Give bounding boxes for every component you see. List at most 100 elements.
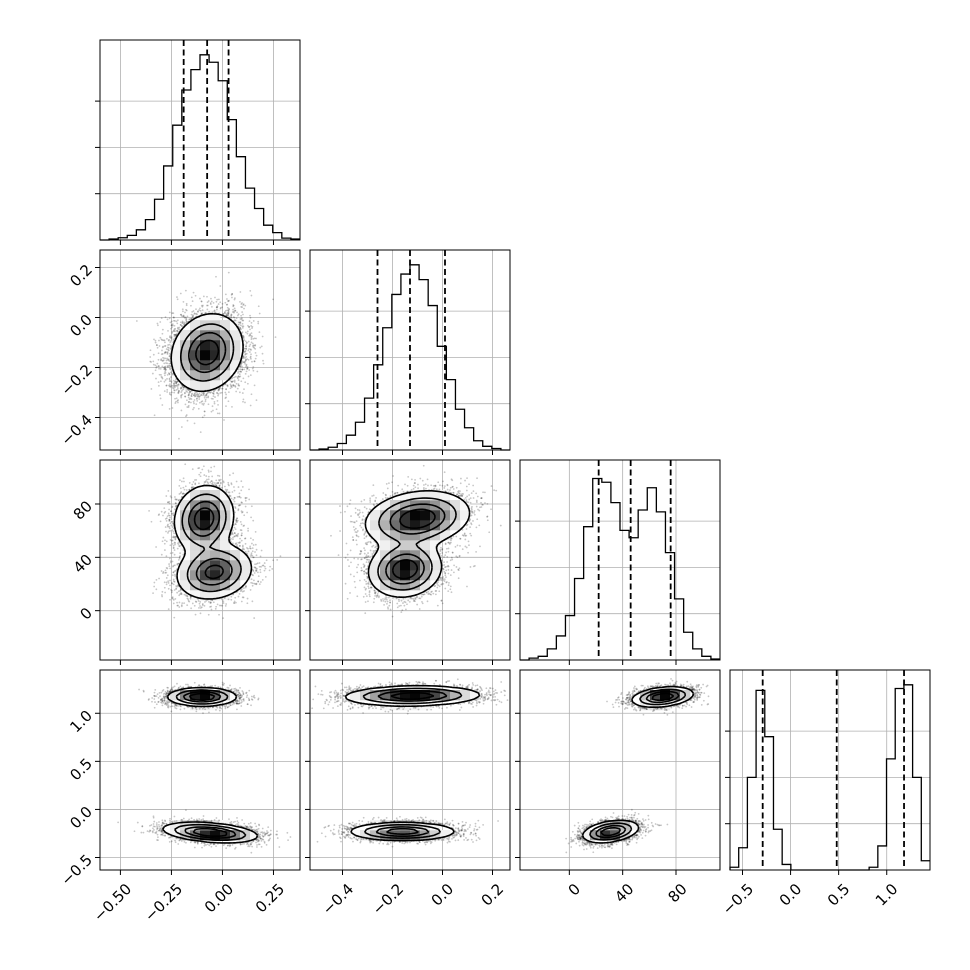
scatter-point [238, 376, 241, 378]
scatter-point [162, 366, 165, 369]
scatter-point [397, 484, 400, 487]
scatter-point [475, 501, 478, 503]
scatter-point [149, 356, 152, 358]
scatter-point [161, 359, 164, 362]
scatter-point [398, 707, 401, 710]
scatter-point [362, 515, 365, 518]
scatter-point [483, 491, 486, 494]
scatter-point [242, 698, 245, 701]
scatter-point [216, 400, 219, 402]
density-cell [200, 510, 211, 521]
density-shading-p3-2 [580, 690, 691, 841]
scatter-point [334, 698, 337, 701]
density-cell [380, 560, 391, 571]
scatter-point [164, 357, 167, 360]
scatter-point [454, 545, 457, 548]
scatter-point [246, 511, 249, 514]
scatter-point [170, 539, 173, 542]
scatter-point [235, 534, 238, 537]
scatter-point [162, 359, 165, 362]
scatter-point [232, 304, 235, 307]
scatter-point [494, 689, 497, 691]
scatter-point [212, 392, 215, 395]
scatter-point [245, 345, 247, 348]
scatter-point [407, 599, 410, 602]
scatter-point [233, 602, 235, 604]
scatter-point [237, 509, 240, 512]
density-cell [370, 520, 381, 531]
scatter-point [168, 519, 171, 522]
scatter-point [346, 505, 349, 508]
scatter-point [191, 483, 194, 486]
scatter-point [452, 488, 455, 490]
scatter-point [183, 602, 186, 605]
scatter-point [362, 529, 364, 532]
scatter-point [348, 565, 350, 568]
scatter-point [174, 380, 177, 383]
scatter-point [236, 376, 239, 379]
scatter-point [218, 389, 220, 391]
scatter-point [239, 300, 241, 303]
scatter-point [180, 840, 183, 842]
scatter-point [439, 548, 442, 551]
scatter-point [215, 306, 218, 309]
scatter-point [167, 364, 170, 367]
scatter-point [230, 314, 232, 317]
scatter-point [253, 337, 256, 340]
scatter-point [224, 707, 227, 710]
scatter-point [410, 819, 413, 822]
scatter-point [366, 555, 369, 558]
scatter-point [172, 536, 175, 539]
scatter-point [150, 388, 153, 390]
scatter-point [437, 481, 440, 484]
scatter-point [201, 707, 204, 710]
scatter-point [227, 312, 230, 315]
scatter-point [400, 599, 403, 602]
scatter-point [166, 703, 169, 706]
scatter-point [381, 706, 384, 709]
scatter-point [164, 569, 167, 572]
scatter-point [193, 399, 196, 401]
scatter-point [391, 490, 394, 493]
scatter-point [235, 688, 238, 691]
scatter-point [173, 389, 176, 392]
contour-line-p1-0-0 [170, 312, 244, 393]
scatter-point [329, 829, 332, 832]
scatter-point [215, 817, 218, 819]
density-cell [210, 570, 221, 581]
scatter-point [407, 710, 410, 712]
scatter-point [231, 311, 234, 313]
scatter-point [159, 695, 161, 697]
scatter-point [251, 344, 254, 347]
scatter-point [189, 391, 192, 394]
scatter-point [169, 579, 171, 582]
scatter-point [357, 706, 360, 709]
scatter-point [247, 843, 250, 846]
scatter-point [164, 351, 167, 354]
scatter-point [165, 692, 168, 694]
scatter-point [169, 385, 172, 387]
scatter-point [222, 617, 225, 620]
scatter-point [158, 691, 161, 694]
scatter-point [157, 514, 160, 516]
scatter-points-p1-0 [135, 271, 277, 440]
scatter-point [386, 600, 389, 603]
scatter-point [475, 550, 477, 553]
scatter-point [233, 532, 236, 534]
scatter-point [244, 537, 247, 540]
scatter-point [178, 545, 181, 548]
scatter-point [251, 573, 254, 576]
scatter-point [155, 823, 158, 826]
scatter-point [250, 338, 253, 341]
scatter-point [240, 328, 243, 331]
scatter-point [174, 327, 177, 330]
scatter-point [447, 541, 450, 544]
scatter-point [178, 594, 181, 597]
scatter-point [460, 495, 463, 498]
scatter-point [369, 501, 372, 503]
scatter-point [200, 818, 203, 821]
scatter-point [136, 821, 139, 824]
scatter-point [366, 572, 368, 575]
scatter-point [183, 323, 185, 325]
scatter-point [367, 581, 370, 584]
